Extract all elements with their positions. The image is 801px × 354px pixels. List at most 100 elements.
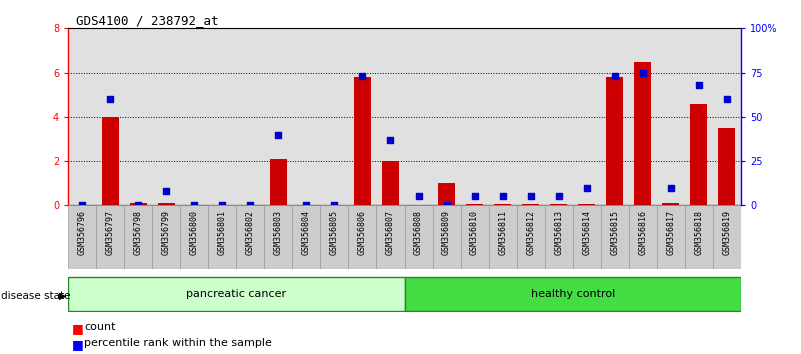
Bar — [270, 159, 287, 205]
Text: GSM356806: GSM356806 — [358, 210, 367, 256]
Text: pancreatic cancer: pancreatic cancer — [186, 289, 287, 299]
Point — [244, 202, 256, 208]
Text: GSM356813: GSM356813 — [554, 210, 563, 256]
Bar — [489, 205, 517, 269]
Bar — [657, 205, 685, 269]
Text: healthy control: healthy control — [530, 289, 615, 299]
Bar — [522, 204, 539, 205]
Point — [609, 73, 622, 79]
Text: GSM356803: GSM356803 — [274, 210, 283, 256]
Text: count: count — [84, 322, 115, 332]
Text: ■: ■ — [72, 322, 84, 335]
Point — [356, 73, 369, 79]
Bar — [438, 183, 455, 205]
Bar — [718, 128, 735, 205]
Bar — [433, 205, 461, 269]
Point — [636, 70, 649, 75]
Point — [553, 194, 566, 199]
Point — [300, 202, 312, 208]
Bar — [96, 205, 124, 269]
Point — [328, 202, 341, 208]
Bar — [152, 205, 180, 269]
Text: GSM356811: GSM356811 — [498, 210, 507, 256]
Bar — [685, 205, 713, 269]
Text: GSM356796: GSM356796 — [78, 210, 87, 256]
Bar — [68, 205, 96, 269]
Bar — [124, 205, 152, 269]
Bar — [130, 203, 147, 205]
Text: GSM356810: GSM356810 — [470, 210, 479, 256]
Point — [75, 202, 89, 208]
Text: GSM356798: GSM356798 — [134, 210, 143, 256]
Point — [692, 82, 705, 88]
Bar — [517, 205, 545, 269]
Bar — [466, 204, 483, 205]
Text: GSM356815: GSM356815 — [610, 210, 619, 256]
Text: GSM356802: GSM356802 — [246, 210, 255, 256]
Bar — [662, 203, 679, 205]
Bar — [550, 204, 567, 205]
Bar — [578, 204, 595, 205]
Point — [160, 188, 173, 194]
Text: GSM356818: GSM356818 — [694, 210, 703, 256]
Bar — [68, 277, 405, 311]
Bar — [634, 62, 651, 205]
Text: GSM356814: GSM356814 — [582, 210, 591, 256]
Text: GSM356805: GSM356805 — [330, 210, 339, 256]
Text: GSM356807: GSM356807 — [386, 210, 395, 256]
Bar — [545, 205, 573, 269]
Text: GSM356812: GSM356812 — [526, 210, 535, 256]
Bar — [264, 205, 292, 269]
Text: GSM356800: GSM356800 — [190, 210, 199, 256]
Bar — [690, 104, 707, 205]
Text: ▶: ▶ — [58, 291, 66, 301]
Bar — [292, 205, 320, 269]
Text: GDS4100 / 238792_at: GDS4100 / 238792_at — [76, 14, 219, 27]
Point — [272, 132, 285, 137]
Point — [497, 194, 509, 199]
Bar — [629, 205, 657, 269]
Bar — [208, 205, 236, 269]
Point — [187, 202, 200, 208]
Bar — [348, 205, 376, 269]
Bar — [180, 205, 208, 269]
Point — [525, 194, 537, 199]
Point — [131, 202, 145, 208]
Point — [580, 185, 593, 190]
Text: GSM356808: GSM356808 — [414, 210, 423, 256]
Text: GSM356809: GSM356809 — [442, 210, 451, 256]
Point — [216, 202, 229, 208]
Bar — [601, 205, 629, 269]
Text: disease state: disease state — [1, 291, 70, 301]
Text: GSM356797: GSM356797 — [106, 210, 115, 256]
Bar — [158, 203, 175, 205]
Bar — [376, 205, 405, 269]
Bar — [236, 205, 264, 269]
Bar — [405, 205, 433, 269]
Bar — [573, 205, 601, 269]
Text: GSM356801: GSM356801 — [218, 210, 227, 256]
Text: ■: ■ — [72, 338, 84, 351]
Bar — [713, 205, 741, 269]
Text: GSM356819: GSM356819 — [723, 210, 731, 256]
Text: percentile rank within the sample: percentile rank within the sample — [84, 338, 272, 348]
Point — [413, 194, 425, 199]
Bar — [606, 77, 623, 205]
Bar — [320, 205, 348, 269]
Bar — [354, 77, 371, 205]
Point — [384, 137, 397, 143]
Text: GSM356804: GSM356804 — [302, 210, 311, 256]
Point — [441, 202, 453, 208]
Bar — [461, 205, 489, 269]
Bar — [102, 117, 119, 205]
Bar — [382, 161, 399, 205]
Text: GSM356816: GSM356816 — [638, 210, 647, 256]
Bar — [405, 277, 741, 311]
Point — [720, 96, 733, 102]
Point — [665, 185, 678, 190]
Bar — [494, 204, 511, 205]
Text: GSM356799: GSM356799 — [162, 210, 171, 256]
Point — [104, 96, 117, 102]
Point — [468, 194, 481, 199]
Text: GSM356817: GSM356817 — [666, 210, 675, 256]
